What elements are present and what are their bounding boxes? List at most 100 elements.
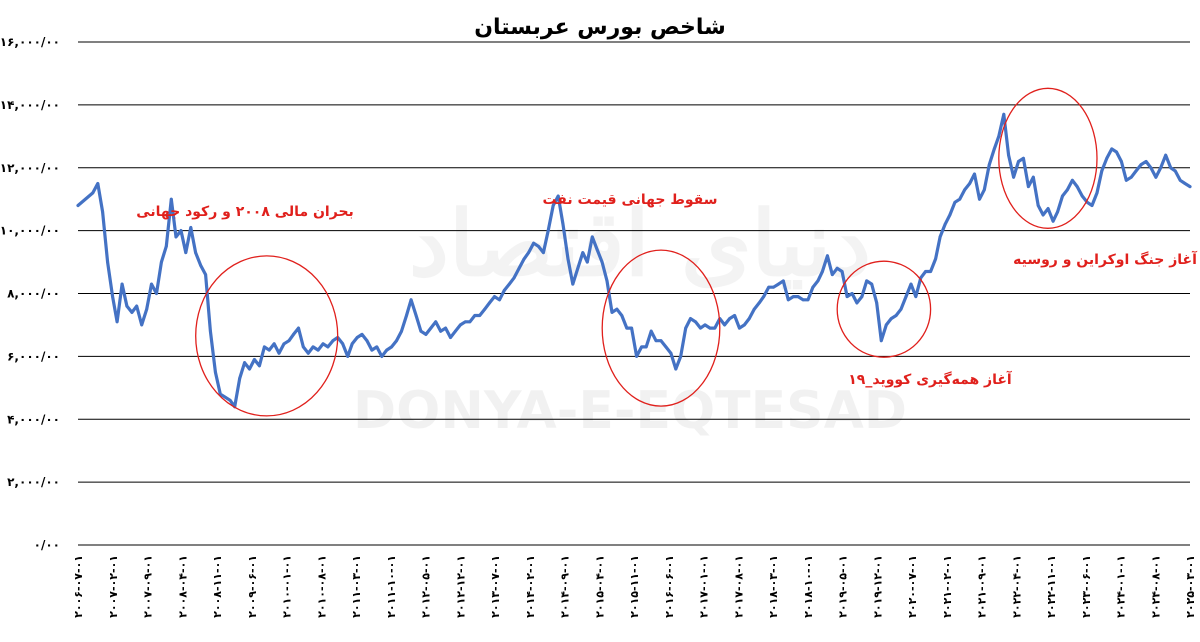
data-point [826, 254, 829, 258]
data-point [409, 298, 413, 302]
data-point [130, 311, 134, 314]
data-point [909, 282, 913, 286]
data-point [214, 370, 217, 374]
annotation-circle [836, 260, 932, 358]
data-point [889, 317, 893, 320]
data-point [625, 326, 629, 330]
x-tick-label: ۲۰۱۹-۱۲-۰۱ [871, 555, 884, 618]
data-point [635, 355, 638, 358]
data-point [101, 210, 104, 214]
data-point [184, 251, 188, 255]
data-point [297, 326, 300, 330]
data-point [772, 285, 775, 289]
data-point [419, 329, 423, 333]
x-tick-label: ۲۰۰۸-۱۱-۰۱ [211, 555, 224, 618]
data-point [640, 345, 643, 349]
data-point [1041, 213, 1045, 217]
x-tick-label: ۲۰۰۹-۰۶-۰۱ [246, 555, 259, 618]
data-point [1027, 185, 1030, 189]
data-point [860, 295, 864, 298]
data-point [218, 392, 222, 396]
x-axis-ticks: ۲۰۰۶-۰۷-۰۱ ۲۰۰۷-۰۲-۰۱ ۲۰۰۷-۰۹-۰۱ ۲۰۰۸-۰۴-۰۱… [72, 555, 1197, 618]
series-layer [76, 112, 1192, 409]
data-point [194, 251, 198, 255]
data-point [963, 188, 967, 192]
data-point [1095, 191, 1099, 195]
data-point [713, 326, 717, 330]
data-point [493, 295, 496, 298]
data-point [360, 333, 364, 336]
data-point [924, 270, 927, 273]
data-point [267, 348, 271, 352]
data-point [125, 304, 129, 308]
data-point [884, 323, 888, 327]
data-point [968, 182, 972, 185]
data-point [801, 298, 805, 302]
data-point [796, 295, 800, 298]
annotations: بحران مالی ۲۰۰۸ و رکود جهانی سقوط جهانی ق… [136, 87, 1198, 417]
data-point [1056, 210, 1059, 214]
data-point [1002, 112, 1006, 116]
data-point [879, 339, 883, 343]
data-point [654, 339, 658, 343]
y-axis-ticks: ۰/۰۰ ۲,۰۰۰/۰۰ ۴,۰۰۰/۰۰ ۶,۰۰۰/۰۰ ۸,۰۰۰/۰۰ ۱۰,۰… [0, 35, 60, 552]
data-point [135, 304, 139, 308]
data-point [174, 235, 178, 239]
x-tick-label: ۲۰۱۸-۱۰-۰۱ [802, 555, 815, 618]
data-point [997, 134, 1001, 138]
data-point [934, 257, 937, 261]
data-point [341, 342, 345, 346]
data-point [385, 348, 389, 352]
data-point [1090, 204, 1094, 207]
data-point [355, 336, 359, 339]
data-point [1120, 160, 1123, 163]
x-tick-label: ۲۰۲۵-۰۳-۰۱ [1184, 555, 1197, 618]
data-point [694, 320, 697, 324]
x-tick-label: ۲۰۱۷-۰۱-۰۱ [698, 555, 711, 618]
data-point [821, 270, 824, 273]
x-tick-label: ۲۰۲۱-۰۲-۰۱ [941, 555, 954, 618]
x-tick-label: ۲۰۱۱-۰۳-۰۱ [350, 555, 363, 618]
data-point [1124, 178, 1128, 182]
x-tick-label: ۲۰۰۷-۰۹-۰۱ [142, 555, 155, 618]
data-point [738, 326, 741, 330]
data-point [1139, 163, 1143, 167]
data-point [840, 270, 844, 273]
data-point [463, 320, 467, 324]
y-tick-label: ۱۰,۰۰۰/۰۰ [0, 224, 60, 238]
data-point [164, 244, 168, 248]
data-point [556, 194, 560, 198]
data-point [566, 257, 570, 261]
data-point [835, 266, 839, 270]
data-point [987, 163, 991, 167]
data-point [498, 298, 501, 302]
x-tick-label: ۲۰۱۰-۰۸-۰۱ [315, 555, 328, 618]
data-point [459, 323, 462, 327]
data-point [169, 197, 173, 201]
y-tick-label: ۱۴,۰۰۰/۰۰ [0, 98, 60, 112]
data-point [483, 307, 487, 311]
y-tick-label: ۴,۰۰۰/۰۰ [7, 412, 60, 426]
data-point [610, 311, 614, 314]
x-tick-label: ۲۰۲۲-۰۴-۰۱ [1010, 555, 1023, 618]
data-point [752, 307, 756, 311]
data-point [1188, 185, 1192, 189]
data-point [743, 323, 746, 327]
data-point [561, 222, 565, 226]
data-point [115, 320, 119, 324]
data-point [1105, 156, 1109, 160]
data-point [106, 260, 109, 264]
data-point [1022, 156, 1025, 160]
x-tick-label: ۲۰۰۸-۰۴-۰۱ [176, 555, 189, 618]
data-point [76, 204, 80, 207]
data-point [473, 314, 477, 317]
data-point [507, 282, 511, 286]
watermark-text: DONYA-E-EQTESAD [353, 381, 907, 441]
data-point [449, 336, 452, 339]
x-tick-label: ۲۰۲۰-۰۷-۰۱ [906, 555, 919, 618]
data-point [292, 333, 295, 336]
data-point [111, 295, 114, 298]
data-point [145, 307, 149, 311]
data-point [605, 279, 609, 283]
